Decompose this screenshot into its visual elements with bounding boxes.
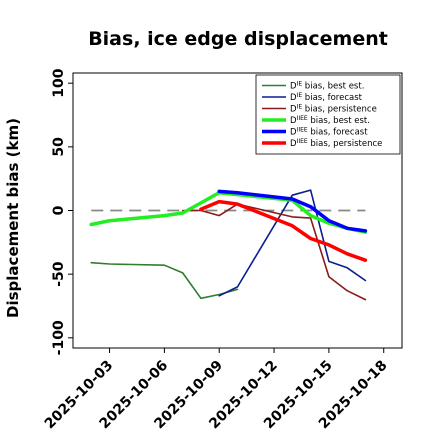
legend-label-6: DIIEE bias, persistence	[290, 138, 382, 149]
legend-label-3: DIE bias, persistence	[290, 104, 377, 115]
y-tick-label: 0	[51, 205, 67, 215]
legend-label-1: DIE bias, best est.	[290, 81, 364, 92]
series-line-5	[217, 189, 368, 233]
series-line-2	[218, 189, 367, 297]
series-line-1	[90, 261, 239, 300]
legend: DIE bias, best est.DIE bias, forecastDIE…	[255, 74, 401, 155]
legend-box	[255, 74, 401, 155]
chart-title: Bias, ice edge displacement	[88, 28, 388, 50]
legend-label-2: DIE bias, forecast	[290, 92, 363, 103]
y-tick-label: -50	[51, 261, 67, 287]
series-line-3	[181, 203, 367, 301]
series-layer	[89, 189, 368, 301]
series-line-4	[89, 190, 368, 234]
y-tick-label: 100	[51, 68, 67, 97]
y-tick-label: 50	[51, 137, 67, 157]
legend-label-4: DIIEE bias, best est.	[290, 115, 370, 126]
legend-label-5: DIIEE bias, forecast	[290, 127, 368, 138]
y-axis-label: Displacement bias (km)	[4, 118, 22, 318]
series-line-6	[199, 199, 368, 262]
y-tick-label: -100	[51, 320, 67, 355]
